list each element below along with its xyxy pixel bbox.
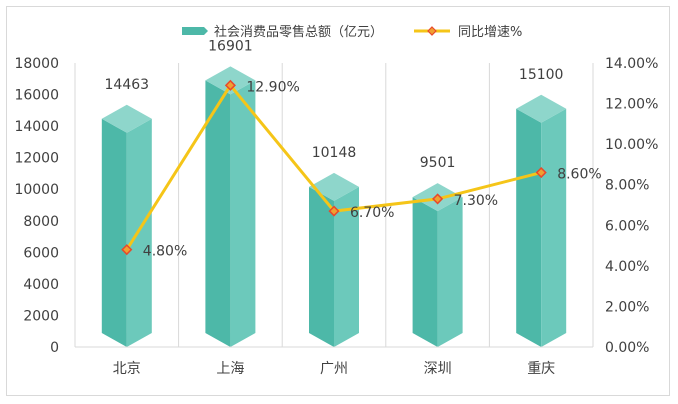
- y-left-tick-label: 14000: [14, 119, 59, 135]
- bar-value-label: 15100: [519, 67, 564, 83]
- x-tick-label: 广州: [320, 361, 348, 377]
- line-marker: [224, 79, 236, 91]
- y-left-tick-label: 6000: [23, 245, 59, 261]
- line-marker: [535, 166, 547, 179]
- bar: [101, 104, 152, 347]
- y-left-tick-label: 10000: [14, 182, 59, 198]
- bar-value-label: 14463: [105, 77, 150, 93]
- y-right-tick-label: 4.00%: [605, 259, 649, 275]
- bar-face-left: [516, 108, 542, 347]
- y-left-tick-label: 8000: [23, 214, 59, 230]
- bar-face-right: [437, 197, 463, 347]
- line-value-label: 4.80%: [143, 244, 187, 260]
- legend-line-marker: [427, 26, 437, 36]
- line-value-label: 6.70%: [350, 205, 394, 221]
- bar-series: 14463 16901 10148 9501 15100: [101, 38, 567, 347]
- legend-line-label: 同比增速%: [458, 25, 522, 40]
- bar-value-label: 9501: [420, 155, 456, 171]
- x-tick-label: 上海: [216, 361, 244, 377]
- bar-face-left: [205, 80, 231, 347]
- line-marker: [432, 193, 444, 205]
- y-right-tick-label: 10.00%: [605, 137, 658, 153]
- y-left-tick-label: 0: [50, 340, 59, 356]
- y-left-tick-label: 18000: [14, 56, 59, 72]
- bar-face-right: [126, 118, 152, 347]
- y-right-tick-label: 0.00%: [605, 340, 649, 356]
- bar-face-left: [309, 186, 334, 347]
- line-value-label: 8.60%: [557, 167, 601, 183]
- bar-face-left: [101, 118, 127, 347]
- y-left-tick-label: 16000: [14, 88, 59, 104]
- y-right-tick-label: 8.00%: [605, 178, 649, 194]
- bar-face-left: [412, 197, 438, 347]
- x-tick-label: 重庆: [527, 361, 555, 377]
- y-right-tick-label: 14.00%: [605, 56, 658, 72]
- y-left-tick-label: 12000: [14, 151, 59, 167]
- bar: [205, 66, 256, 347]
- legend-bar-swatch: [182, 27, 208, 35]
- legend-bar-label: 社会消费品零售总额（亿元）: [214, 24, 383, 40]
- bar-value-label: 16901: [208, 38, 253, 54]
- bar-face-right: [541, 108, 567, 347]
- bar: [516, 94, 567, 347]
- y-right-tick-label: 6.00%: [605, 218, 649, 234]
- bar: [309, 172, 359, 347]
- line-marker: [328, 205, 340, 217]
- line-marker: [121, 244, 133, 256]
- y-left-tick-label: 2000: [23, 308, 59, 324]
- bar-face-right: [334, 186, 359, 347]
- bar-value-label: 10148: [312, 145, 357, 161]
- axes: 0 2000 4000 6000 8000 10000 12000 14000 16000 180…: [14, 56, 658, 377]
- x-tick-label: 深圳: [424, 361, 452, 377]
- y-left-tick-label: 4000: [23, 277, 59, 293]
- y-right-tick-label: 12.00%: [605, 97, 658, 113]
- legend: 社会消费品零售总额（亿元） 同比增速%: [182, 24, 522, 40]
- x-tick-label: 北京: [113, 361, 141, 377]
- bar-face-right: [230, 80, 256, 347]
- bar-top: [101, 104, 152, 133]
- bar: [412, 183, 463, 347]
- y-right-tick-label: 2.00%: [605, 299, 649, 315]
- line-value-label: 12.90%: [246, 79, 299, 95]
- line-series: 4.80% 12.90% 6.70% 7.30% 8.60%: [121, 79, 602, 260]
- line-value-label: 7.30%: [454, 193, 498, 209]
- bar-top: [516, 94, 567, 123]
